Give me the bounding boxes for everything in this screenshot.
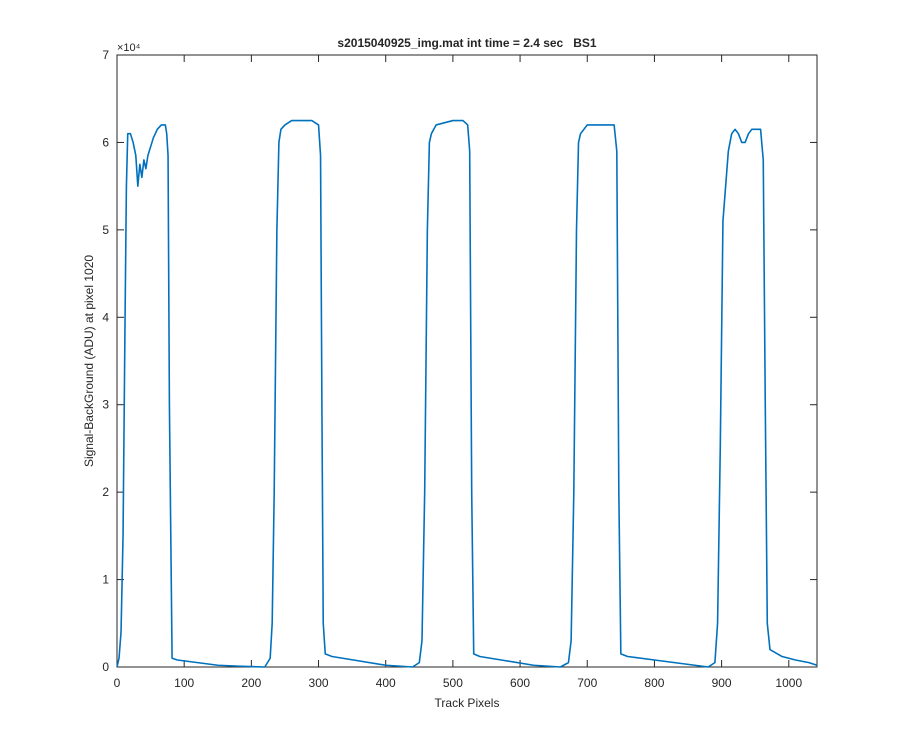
- chart-title: s2015040925_img.mat int time = 2.4 sec B…: [337, 36, 596, 50]
- y-multiplier: ×10⁴: [117, 42, 141, 54]
- y-tick-label: 6: [102, 135, 109, 149]
- x-tick-label: 800: [644, 676, 664, 690]
- x-tick-label: 700: [577, 676, 597, 690]
- x-tick-label: 100: [174, 676, 194, 690]
- x-tick-label: 500: [443, 676, 463, 690]
- x-tick-label: 300: [309, 676, 329, 690]
- x-tick-label: 0: [114, 676, 121, 690]
- data-line: [116, 119, 818, 668]
- y-tick-label: 7: [102, 48, 109, 62]
- y-tick-label: 4: [102, 310, 109, 324]
- y-tick-label: 0: [102, 660, 109, 674]
- y-tick-label: 1: [102, 573, 109, 587]
- x-tick-label: 1000: [775, 676, 802, 690]
- plot-area: [116, 54, 818, 668]
- y-tick-label: 5: [102, 223, 109, 237]
- y-axis-label: Signal-BackGround (ADU) at pixel 1020: [82, 255, 96, 467]
- x-axis-label: Track Pixels: [435, 696, 500, 710]
- y-tick-label: 2: [102, 485, 109, 499]
- x-tick-label: 400: [376, 676, 396, 690]
- x-tick-label: 900: [712, 676, 732, 690]
- x-tick-label: 600: [510, 676, 530, 690]
- y-tick-label: 3: [102, 398, 109, 412]
- x-tick-label: 200: [241, 676, 261, 690]
